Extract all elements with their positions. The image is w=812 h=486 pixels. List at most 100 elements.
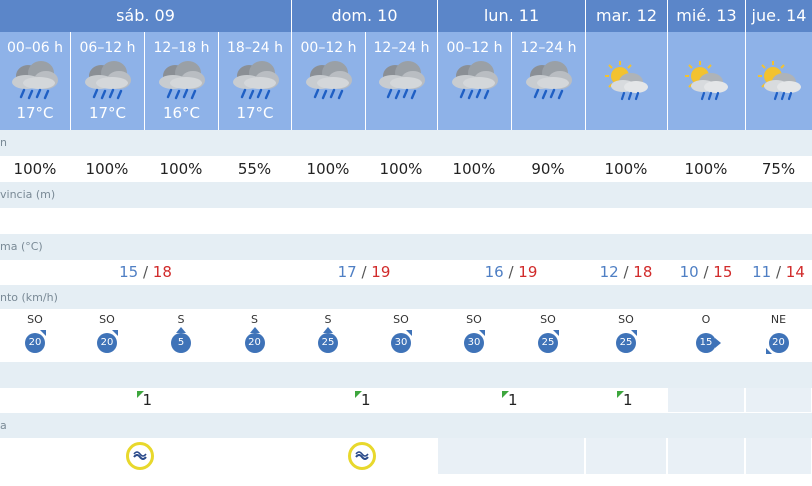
period-cell: 00–12 h xyxy=(437,32,511,130)
period-label: 00–06 h xyxy=(7,40,63,56)
temp-separator: / xyxy=(698,263,714,281)
alert-cell xyxy=(1,438,290,474)
period-label: 00–12 h xyxy=(300,40,357,56)
precip-prob: 100% xyxy=(586,157,666,181)
rain-cloud-icon xyxy=(6,56,64,106)
wind-speed-badge: 30 xyxy=(464,333,484,353)
period-cell: 12–24 h xyxy=(511,32,585,130)
wind-arrow-icon xyxy=(323,327,333,333)
temp-max: 15 xyxy=(713,263,733,281)
day-header[interactable]: dom. 10 xyxy=(291,0,437,32)
uv-value: 1 xyxy=(623,391,633,409)
period-cell xyxy=(667,32,745,130)
temp-separator: / xyxy=(618,263,634,281)
wind-direction: SO xyxy=(393,313,409,326)
wind-cell: SO 20 xyxy=(71,309,143,361)
period-label: 00–12 h xyxy=(446,40,503,56)
wind-direction: O xyxy=(701,313,711,326)
temp-max: 19 xyxy=(518,263,538,281)
wind-speed-badge: 20 xyxy=(25,333,45,353)
wind-direction: S xyxy=(324,313,332,326)
section-label-row: nto (km/h) xyxy=(0,285,812,309)
temp-range: 15 / 18 xyxy=(1,260,290,284)
temp-separator: / xyxy=(138,263,153,281)
section-label: nto (km/h) xyxy=(0,291,58,304)
rain-cloud-icon xyxy=(79,56,137,106)
temp-separator: / xyxy=(503,263,519,281)
snow-cell xyxy=(586,209,666,233)
wind-arrow-icon xyxy=(40,330,46,336)
coastal-alert-icon xyxy=(126,442,154,470)
day-header[interactable]: mar. 12 xyxy=(585,0,667,32)
wind-direction: S xyxy=(177,313,185,326)
temp-range: 16 / 19 xyxy=(438,260,584,284)
wind-cell: SO 25 xyxy=(512,309,584,361)
period-label: 12–18 h xyxy=(153,40,210,56)
uv-cell xyxy=(746,388,811,412)
uv-cell: 1 xyxy=(1,388,290,412)
precip-prob: 100% xyxy=(438,157,510,181)
rain-cloud-icon xyxy=(520,56,578,106)
wind-direction: SO xyxy=(540,313,556,326)
day-header[interactable]: sáb. 09 xyxy=(0,0,291,32)
period-cell: 06–12 h 17°C xyxy=(70,32,144,130)
period-temp: 16°C xyxy=(162,104,201,122)
wind-cell: O 15 xyxy=(668,309,744,361)
rain-cloud-icon xyxy=(300,56,358,106)
wind-direction: S xyxy=(251,313,258,326)
temp-max: 18 xyxy=(152,263,172,281)
precip-prob: 100% xyxy=(145,157,217,181)
snow-cell xyxy=(145,209,217,233)
sun-rain-icon xyxy=(598,58,656,108)
temp-min: 12 xyxy=(599,263,619,281)
rain-cloud-icon xyxy=(227,56,285,106)
wind-arrow-icon xyxy=(479,330,485,336)
uv-value: 1 xyxy=(142,391,153,409)
period-cell: 12–24 h xyxy=(365,32,437,130)
section-label: a xyxy=(0,419,7,432)
section-label-row: ma (°C) xyxy=(0,234,812,260)
uv-flag-icon xyxy=(355,391,362,398)
temp-range: 11 / 14 xyxy=(746,260,811,284)
snow-cell xyxy=(219,209,290,233)
precip-prob: 100% xyxy=(366,157,436,181)
wind-arrow-icon xyxy=(553,330,559,336)
wind-speed-badge: 30 xyxy=(391,333,411,353)
snow-cell xyxy=(292,209,364,233)
snow-cell xyxy=(668,209,744,233)
precip-prob: 100% xyxy=(292,157,364,181)
uv-value: 1 xyxy=(508,391,518,409)
wind-direction: SO xyxy=(618,313,634,326)
day-header[interactable]: lun. 11 xyxy=(437,0,585,32)
temp-min: 11 xyxy=(752,263,772,281)
precip-prob: 100% xyxy=(71,157,143,181)
wind-cell: SO 20 xyxy=(1,309,69,361)
period-label: 12–24 h xyxy=(373,40,430,56)
section-label: vincia (m) xyxy=(0,188,56,201)
precip-prob: 90% xyxy=(512,157,584,181)
wind-arrow-icon xyxy=(112,330,118,336)
period-temp: 17°C xyxy=(236,104,274,122)
wind-speed-badge: 20 xyxy=(768,333,789,353)
wind-speed-badge: 25 xyxy=(538,333,558,353)
period-label: 06–12 h xyxy=(79,40,136,56)
precip-prob: 100% xyxy=(668,157,744,181)
alert-cell xyxy=(586,438,666,474)
alert-cell xyxy=(668,438,744,474)
period-cell: 00–12 h xyxy=(291,32,365,130)
wind-direction: SO xyxy=(27,313,43,326)
day-header[interactable]: jue. 14 xyxy=(745,0,812,32)
wind-speed-badge: 20 xyxy=(244,333,265,353)
temp-separator: / xyxy=(771,263,786,281)
rain-cloud-icon xyxy=(373,56,431,106)
alert-cell xyxy=(746,438,811,474)
temp-range: 17 / 19 xyxy=(292,260,436,284)
snow-cell xyxy=(71,209,143,233)
section-label: n xyxy=(0,136,7,149)
wind-arrow-icon xyxy=(176,327,186,333)
snow-cell xyxy=(366,209,436,233)
sun-rain-icon xyxy=(678,58,736,108)
day-header[interactable]: mié. 13 xyxy=(667,0,745,32)
rain-cloud-icon xyxy=(153,56,211,106)
wind-cell: NE 20 xyxy=(746,309,811,361)
